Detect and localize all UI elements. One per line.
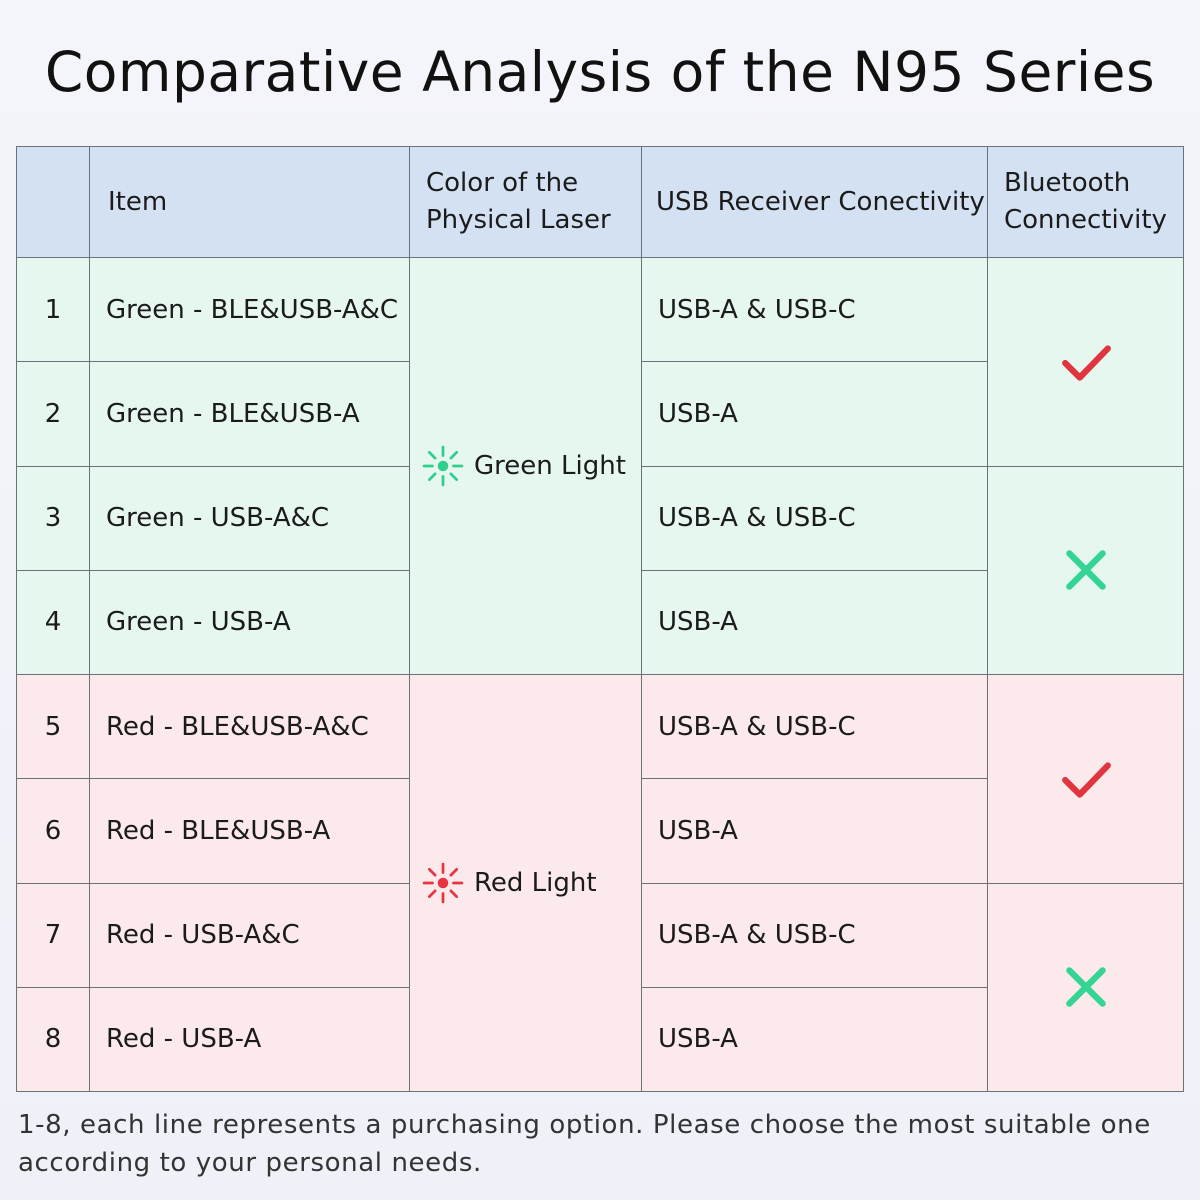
row-item-name: Red - USB-A&C [89,882,410,988]
table-row: 5 Red - BLE&USB-A&C Red Light [16,673,1184,1092]
laser-burst-icon [422,862,464,904]
page-title: Comparative Analysis of the N95 Series [44,40,1156,104]
header-item: Item [89,146,410,258]
laser-color-red-cell: Red Light [409,674,642,1092]
row-number: 4 [16,569,90,676]
table-row: 1 Green - BLE&USB-A&C Green Light [16,256,1184,675]
header-laser-color: Color of the Physical Laser [409,146,642,258]
row-usb-connectivity: USB-A & USB-C [641,465,988,571]
row-number: 8 [16,986,90,1093]
row-item-name: Green - USB-A [89,569,410,676]
row-usb-connectivity: USB-A & USB-C [641,256,988,363]
table-row: 7 Red - USB-A&C USB-A & USB-C [16,882,1184,1092]
laser-color-label: Red Light [474,868,597,898]
bluetooth-cell [987,882,1184,1092]
table-row: 8 Red - USB-A USB-A [16,986,1184,1093]
row-usb-connectivity: USB-A [641,569,988,676]
table-row: 3 Green - USB-A&C USB-A & USB-C [16,465,1184,675]
check-icon [1061,345,1111,381]
footnote: 1-8, each line represents a purchasing o… [18,1110,1151,1178]
laser-color-label: Green Light [474,451,626,481]
row-item-name: Red - USB-A [89,986,410,1093]
row-number: 3 [16,465,90,571]
row-number: 2 [16,361,90,467]
header-number [16,146,90,258]
row-item-name: Red - BLE&USB-A [89,778,410,884]
row-number: 6 [16,778,90,884]
laser-burst-icon [422,445,464,487]
row-usb-connectivity: USB-A [641,361,988,467]
row-number: 1 [16,256,90,363]
bluetooth-cell [987,257,1184,467]
row-usb-connectivity: USB-A [641,778,988,884]
bluetooth-cell [987,674,1184,884]
table-row: 2 Green - BLE&USB-A USB-A [16,361,1184,467]
comparison-table: Item Color of the Physical Laser USB Rec… [16,146,1184,1093]
row-number: 7 [16,882,90,988]
row-usb-connectivity: USB-A & USB-C [641,882,988,988]
cross-icon [1065,967,1106,1008]
row-item-name: Green - BLE&USB-A&C [89,256,410,363]
table-row: 4 Green - USB-A USB-A [16,569,1184,676]
check-icon [1061,762,1111,798]
row-number: 5 [16,673,90,780]
row-item-name: Green - USB-A&C [89,465,410,571]
bluetooth-cell [987,465,1184,675]
row-item-name: Green - BLE&USB-A [89,361,410,467]
row-usb-connectivity: USB-A & USB-C [641,673,988,780]
header-bluetooth: Bluetooth Connectivity [987,146,1184,258]
laser-color-green-cell: Green Light [409,257,642,675]
cross-icon [1065,550,1106,591]
table-header-row: Item Color of the Physical Laser USB Rec… [16,146,1184,258]
row-usb-connectivity: USB-A [641,986,988,1093]
row-item-name: Red - BLE&USB-A&C [89,673,410,780]
header-usb-receiver: USB Receiver Conectivity [641,146,988,258]
